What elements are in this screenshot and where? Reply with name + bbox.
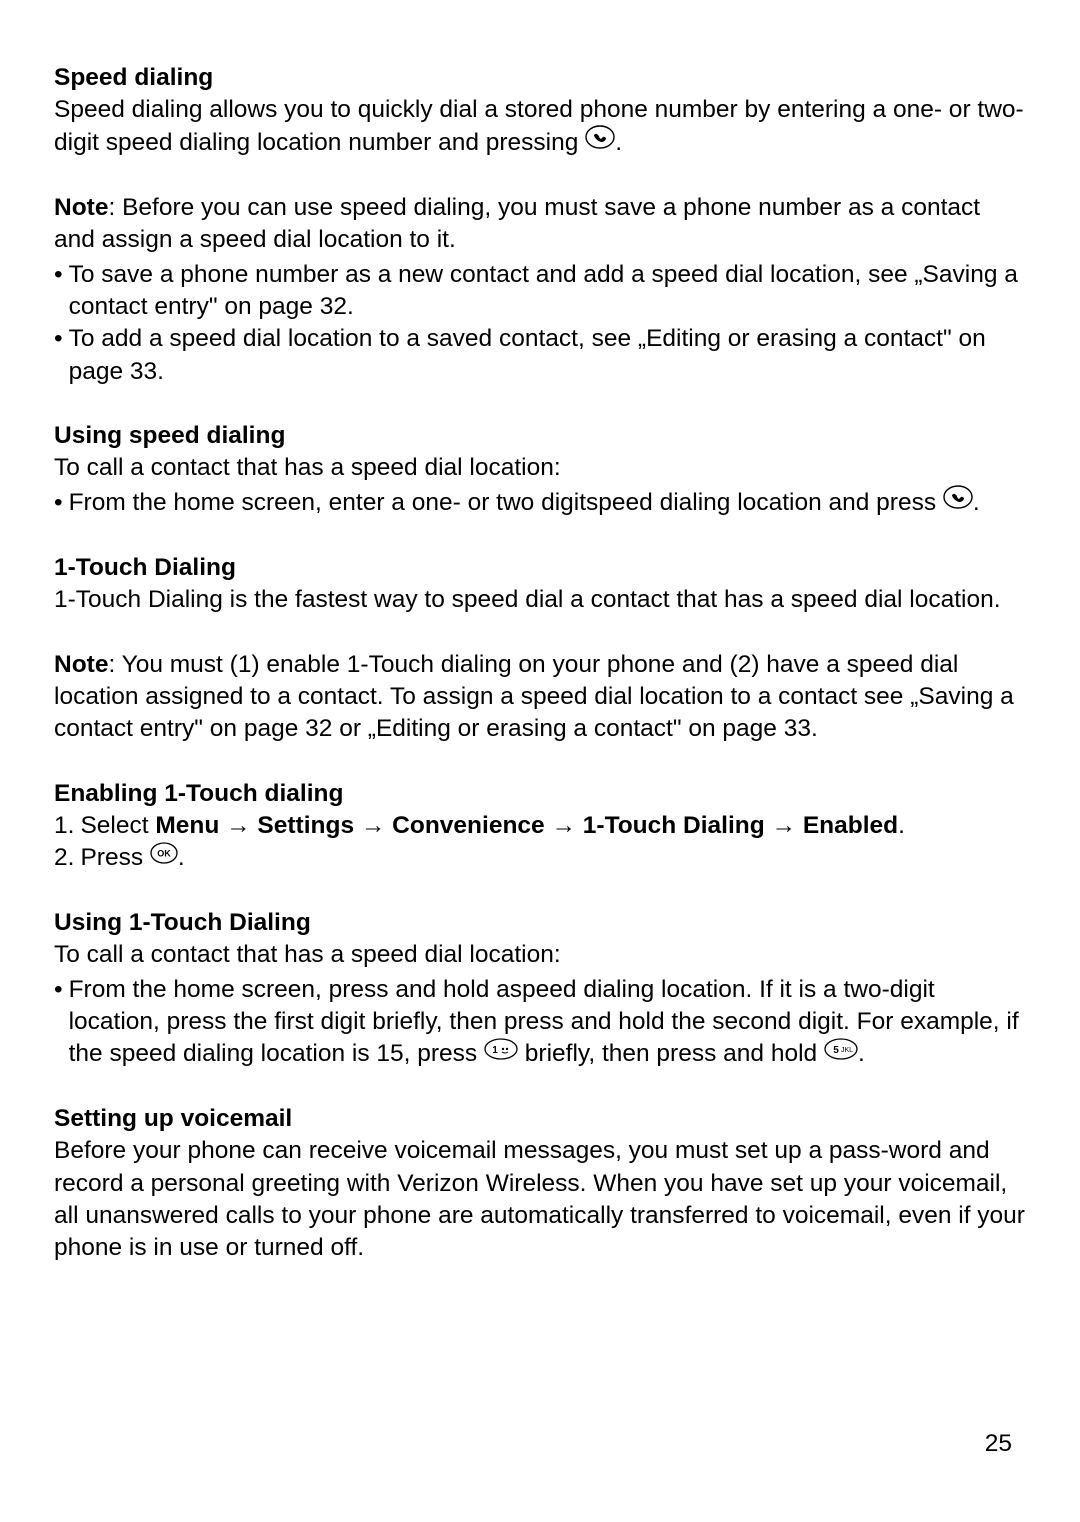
bullet-list-using-one-touch: • From the home screen, press and hold a…: [54, 974, 1026, 1071]
svg-text:5: 5: [833, 1045, 839, 1056]
text-speed-intro-2: .: [615, 129, 622, 156]
bullet-item: • From the home screen, press and hold a…: [54, 974, 1026, 1071]
bullet-text: To save a phone number as a new contact …: [69, 259, 1026, 324]
para-one-touch-intro: 1-Touch Dialing is the fastest way to sp…: [54, 584, 1026, 616]
section-using-speed: Using speed dialing To call a contact th…: [54, 420, 1026, 520]
section-speed-note: Note: Before you can use speed dialing, …: [54, 192, 1026, 388]
para-speed-dialing-intro: Speed dialing allows you to quickly dial…: [54, 94, 1026, 160]
text-speed-intro-1: Speed dialing allows you to quickly dial…: [54, 96, 1024, 155]
bullet-text: From the home screen, enter a one- or tw…: [69, 487, 1026, 520]
bullet-text: To add a speed dial location to a saved …: [69, 323, 1026, 388]
num-marker: 2.: [54, 842, 80, 874]
note-body-2: : You must (1) enable 1-Touch dialing on…: [54, 651, 1014, 743]
ok-icon: OK: [150, 841, 178, 873]
text-using-speed-2: .: [973, 489, 980, 516]
bullet-list-speed-note: • To save a phone number as a new contac…: [54, 259, 1026, 388]
section-one-touch-note: Note: You must (1) enable 1-Touch dialin…: [54, 649, 1026, 746]
section-enabling: Enabling 1-Touch dialing 1. Select Menu …: [54, 778, 1026, 875]
call-icon: [585, 125, 615, 158]
bullet-marker: •: [54, 323, 69, 355]
num-text: Press OK.: [80, 842, 1026, 875]
bullet-text: From the home screen, press and hold asp…: [69, 974, 1026, 1071]
note-label-1: Note: [54, 194, 108, 221]
bullet-item: • From the home screen, enter a one- or …: [54, 487, 1026, 520]
step2-prefix: Press: [80, 844, 149, 871]
bullet-marker: •: [54, 487, 69, 519]
para-voicemail-body: Before your phone can receive voicemail …: [54, 1135, 1026, 1264]
para-using-speed-intro: To call a contact that has a speed dial …: [54, 452, 1026, 484]
call-icon: [943, 485, 973, 518]
heading-voicemail: Setting up voicemail: [54, 1103, 1026, 1135]
step1-prefix: Select: [80, 812, 155, 839]
section-using-one-touch: Using 1-Touch Dialing To call a contact …: [54, 907, 1026, 1071]
note-body-1: : Before you can use speed dialing, you …: [54, 194, 980, 253]
key-1-icon: 1: [484, 1037, 518, 1069]
section-speed-dialing: Speed dialing Speed dialing allows you t…: [54, 62, 1026, 160]
note-label-2: Note: [54, 651, 108, 678]
bullet-item: • To save a phone number as a new contac…: [54, 259, 1026, 324]
num-marker: 1.: [54, 810, 80, 842]
para-one-touch-note: Note: You must (1) enable 1-Touch dialin…: [54, 649, 1026, 746]
svg-text:OK: OK: [157, 848, 171, 858]
svg-text:1: 1: [492, 1045, 498, 1056]
svg-text:JKL: JKL: [841, 1047, 853, 1054]
text-u1t-2: .: [858, 1040, 865, 1067]
key-5-icon: 5JKL: [824, 1037, 858, 1069]
text-using-speed-1: From the home screen, enter a one- or tw…: [69, 489, 943, 516]
text-u1t-mid: briefly, then press and hold: [518, 1040, 824, 1067]
menu-path: Menu → Settings → Convenience → 1-Touch …: [155, 812, 898, 839]
bullet-list-using-speed: • From the home screen, enter a one- or …: [54, 487, 1026, 520]
section-one-touch: 1-Touch Dialing 1-Touch Dialing is the f…: [54, 552, 1026, 617]
step2-suffix: .: [178, 844, 185, 871]
step1-suffix: .: [898, 812, 905, 839]
section-voicemail: Setting up voicemail Before your phone c…: [54, 1103, 1026, 1265]
bullet-marker: •: [54, 259, 69, 291]
heading-enabling: Enabling 1-Touch dialing: [54, 778, 1026, 810]
para-speed-note: Note: Before you can use speed dialing, …: [54, 192, 1026, 257]
heading-one-touch: 1-Touch Dialing: [54, 552, 1026, 584]
page-number: 25: [985, 1428, 1012, 1460]
para-using-one-touch-intro: To call a contact that has a speed dial …: [54, 939, 1026, 971]
heading-using-one-touch: Using 1-Touch Dialing: [54, 907, 1026, 939]
heading-using-speed: Using speed dialing: [54, 420, 1026, 452]
bullet-item: • To add a speed dial location to a save…: [54, 323, 1026, 388]
bullet-marker: •: [54, 974, 69, 1006]
numbered-item-1: 1. Select Menu → Settings → Convenience …: [54, 810, 1026, 842]
num-text: Select Menu → Settings → Convenience → 1…: [80, 810, 1026, 842]
numbered-item-2: 2. Press OK.: [54, 842, 1026, 875]
heading-speed-dialing: Speed dialing: [54, 62, 1026, 94]
